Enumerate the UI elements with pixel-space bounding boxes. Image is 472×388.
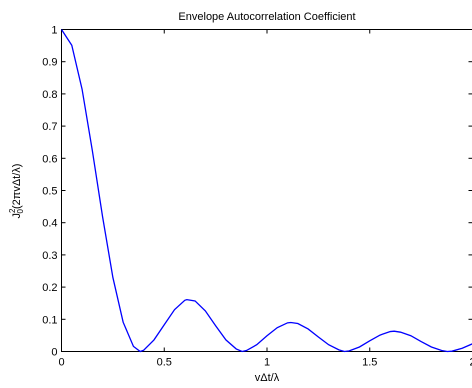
y-tick-label: 0.7	[42, 121, 57, 133]
x-tick-label: 1.5	[362, 357, 377, 369]
y-tick-label: 0	[51, 347, 57, 359]
chart-title: Envelope Autocorrelation Coefficient	[178, 11, 355, 23]
y-tick-label: 0.1	[42, 314, 57, 326]
y-tick-label: 0.4	[42, 218, 57, 230]
y-tick-label: 0.3	[42, 250, 57, 262]
x-axis-label: vΔt/λ	[255, 372, 280, 383]
y-tick-label: 1	[51, 25, 57, 37]
y-axis-label-argument: (2πvΔt/λ)	[11, 164, 23, 210]
y-tick-label: 0.9	[42, 57, 57, 69]
y-tick-label: 0.5	[42, 186, 57, 198]
x-tick-label: 1	[264, 357, 270, 369]
x-tick-label: 0.5	[157, 357, 172, 369]
y-tick-label: 0.2	[42, 282, 57, 294]
plot-frame	[62, 30, 472, 352]
y-tick-label: 0.6	[42, 153, 57, 165]
y-axis-label: J20(2πvΔt/λ)	[8, 164, 25, 219]
x-tick-label: 0	[58, 357, 64, 369]
y-tick-label: 0.8	[42, 89, 57, 101]
